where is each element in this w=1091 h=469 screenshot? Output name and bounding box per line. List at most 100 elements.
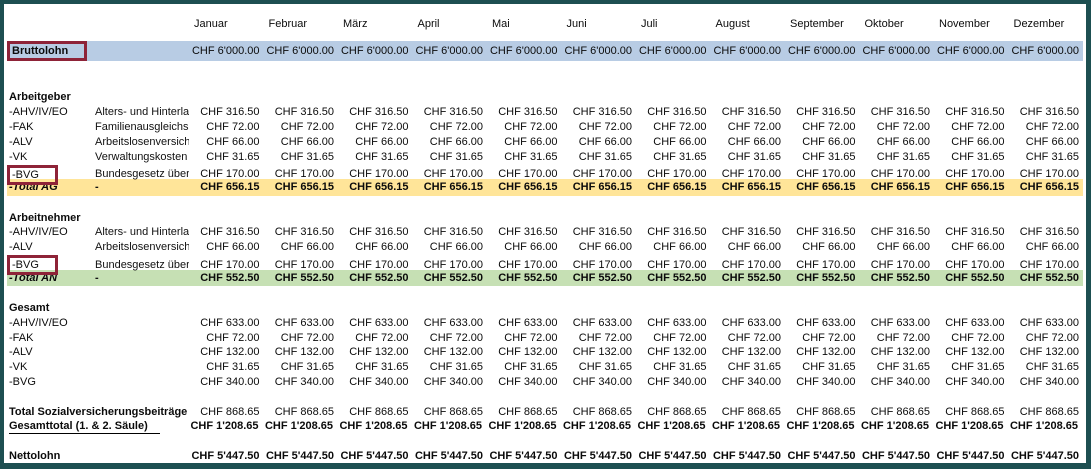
row-label[interactable]: Arbeitgeber <box>7 91 95 104</box>
month-header-8[interactable]: September <box>790 18 844 30</box>
value-cell-total-ag-0[interactable]: CHF 656.15 <box>189 181 264 194</box>
value-cell-an-ahv-iv-eo-8[interactable]: CHF 316.50 <box>785 226 860 239</box>
value-cell-ges-ahv-iv-eo-5[interactable]: CHF 633.00 <box>562 317 637 330</box>
month-header-6[interactable]: Juli <box>641 18 658 30</box>
value-cell-an-alv-5[interactable]: CHF 66.00 <box>562 241 637 254</box>
value-cell-ag-fak-3[interactable]: CHF 72.00 <box>413 121 488 134</box>
value-cell-ges-vk-5[interactable]: CHF 31.65 <box>562 361 637 374</box>
row-label[interactable]: -VK <box>7 361 95 374</box>
value-cell-ag-ahv-iv-eo-11[interactable]: CHF 316.50 <box>1009 106 1084 119</box>
value-cell-ag-vk-9[interactable]: CHF 31.65 <box>860 151 935 164</box>
value-cell-ges-ahv-iv-eo-0[interactable]: CHF 633.00 <box>189 317 264 330</box>
value-cell-nettolohn-7[interactable]: CHF 5'447.50 <box>711 450 786 463</box>
value-cell-ag-alv-7[interactable]: CHF 66.00 <box>711 136 786 149</box>
value-cell-nettolohn-9[interactable]: CHF 5'447.50 <box>860 450 935 463</box>
value-cell-ges-ahv-iv-eo-9[interactable]: CHF 633.00 <box>860 317 935 330</box>
value-cell-gesamttotal-11[interactable]: CHF 1'208.65 <box>1009 420 1084 434</box>
value-cell-ag-bvg-6[interactable]: CHF 170.00 <box>636 168 711 181</box>
value-cell-ges-vk-8[interactable]: CHF 31.65 <box>785 361 860 374</box>
value-cell-ag-ahv-iv-eo-4[interactable]: CHF 316.50 <box>487 106 562 119</box>
row-label[interactable]: Gesamttotal (1. & 2. Säule) <box>7 420 189 435</box>
value-cell-an-alv-2[interactable]: CHF 66.00 <box>338 241 413 254</box>
value-cell-ges-bvg-6[interactable]: CHF 340.00 <box>636 376 711 389</box>
month-header-10[interactable]: November <box>939 18 990 30</box>
value-cell-ges-ahv-iv-eo-6[interactable]: CHF 633.00 <box>636 317 711 330</box>
value-cell-total-ag-1[interactable]: CHF 656.15 <box>264 181 339 194</box>
value-cell-total-an-6[interactable]: CHF 552.50 <box>636 272 711 285</box>
value-cell-ges-alv-5[interactable]: CHF 132.00 <box>562 346 637 359</box>
row-label[interactable]: -AHV/IV/EO <box>7 106 95 119</box>
value-cell-total-sozialversicherungsbeitraege-4[interactable]: CHF 868.65 <box>487 406 562 419</box>
value-cell-ag-ahv-iv-eo-1[interactable]: CHF 316.50 <box>264 106 339 119</box>
value-cell-ges-vk-6[interactable]: CHF 31.65 <box>636 361 711 374</box>
value-cell-ag-vk-0[interactable]: CHF 31.65 <box>189 151 264 164</box>
value-cell-an-bvg-10[interactable]: CHF 170.00 <box>934 259 1009 272</box>
value-cell-ag-ahv-iv-eo-10[interactable]: CHF 316.50 <box>934 106 1009 119</box>
value-cell-ag-vk-1[interactable]: CHF 31.65 <box>264 151 339 164</box>
value-cell-an-bvg-9[interactable]: CHF 170.00 <box>860 259 935 272</box>
value-cell-total-ag-5[interactable]: CHF 656.15 <box>562 181 637 194</box>
value-cell-total-an-1[interactable]: CHF 552.50 <box>264 272 339 285</box>
value-cell-ges-alv-1[interactable]: CHF 132.00 <box>264 346 339 359</box>
value-cell-an-alv-11[interactable]: CHF 66.00 <box>1009 241 1084 254</box>
value-cell-an-ahv-iv-eo-6[interactable]: CHF 316.50 <box>636 226 711 239</box>
value-cell-ag-vk-2[interactable]: CHF 31.65 <box>338 151 413 164</box>
value-cell-ag-fak-8[interactable]: CHF 72.00 <box>785 121 860 134</box>
value-cell-ag-fak-1[interactable]: CHF 72.00 <box>264 121 339 134</box>
value-cell-an-ahv-iv-eo-11[interactable]: CHF 316.50 <box>1009 226 1084 239</box>
value-cell-ges-ahv-iv-eo-8[interactable]: CHF 633.00 <box>785 317 860 330</box>
value-cell-ag-fak-11[interactable]: CHF 72.00 <box>1009 121 1084 134</box>
value-cell-gesamttotal-1[interactable]: CHF 1'208.65 <box>264 420 339 434</box>
value-cell-bruttolohn-9[interactable]: CHF 6'000.00 <box>860 45 935 58</box>
value-cell-ag-fak-6[interactable]: CHF 72.00 <box>636 121 711 134</box>
row-label[interactable]: -BVG <box>7 376 95 389</box>
value-cell-total-sozialversicherungsbeitraege-6[interactable]: CHF 868.65 <box>636 406 711 419</box>
value-cell-an-bvg-7[interactable]: CHF 170.00 <box>711 259 786 272</box>
value-cell-ges-alv-2[interactable]: CHF 132.00 <box>338 346 413 359</box>
value-cell-ag-fak-2[interactable]: CHF 72.00 <box>338 121 413 134</box>
value-cell-nettolohn-3[interactable]: CHF 5'447.50 <box>413 450 488 463</box>
value-cell-ag-fak-5[interactable]: CHF 72.00 <box>562 121 637 134</box>
value-cell-total-ag-11[interactable]: CHF 656.15 <box>1009 181 1084 194</box>
value-cell-gesamttotal-0[interactable]: CHF 1'208.65 <box>189 420 264 434</box>
value-cell-gesamttotal-3[interactable]: CHF 1'208.65 <box>413 420 488 434</box>
row-label[interactable]: -ALV <box>7 241 95 254</box>
value-cell-ges-alv-8[interactable]: CHF 132.00 <box>785 346 860 359</box>
value-cell-an-alv-3[interactable]: CHF 66.00 <box>413 241 488 254</box>
value-cell-ag-alv-3[interactable]: CHF 66.00 <box>413 136 488 149</box>
value-cell-an-bvg-3[interactable]: CHF 170.00 <box>413 259 488 272</box>
value-cell-bruttolohn-7[interactable]: CHF 6'000.00 <box>711 45 786 58</box>
value-cell-ag-alv-1[interactable]: CHF 66.00 <box>264 136 339 149</box>
value-cell-ag-alv-2[interactable]: CHF 66.00 <box>338 136 413 149</box>
value-cell-ag-bvg-5[interactable]: CHF 170.00 <box>562 168 637 181</box>
value-cell-ag-alv-6[interactable]: CHF 66.00 <box>636 136 711 149</box>
value-cell-ges-vk-1[interactable]: CHF 31.65 <box>264 361 339 374</box>
value-cell-ges-bvg-9[interactable]: CHF 340.00 <box>860 376 935 389</box>
value-cell-ag-ahv-iv-eo-9[interactable]: CHF 316.50 <box>860 106 935 119</box>
value-cell-ges-fak-0[interactable]: CHF 72.00 <box>189 332 264 345</box>
value-cell-gesamttotal-2[interactable]: CHF 1'208.65 <box>338 420 413 434</box>
value-cell-ges-ahv-iv-eo-10[interactable]: CHF 633.00 <box>934 317 1009 330</box>
value-cell-gesamttotal-8[interactable]: CHF 1'208.65 <box>785 420 860 434</box>
value-cell-total-ag-9[interactable]: CHF 656.15 <box>860 181 935 194</box>
value-cell-ges-ahv-iv-eo-11[interactable]: CHF 633.00 <box>1009 317 1084 330</box>
value-cell-ag-bvg-11[interactable]: CHF 170.00 <box>1009 168 1084 181</box>
value-cell-ag-bvg-8[interactable]: CHF 170.00 <box>785 168 860 181</box>
value-cell-ag-fak-4[interactable]: CHF 72.00 <box>487 121 562 134</box>
value-cell-an-bvg-5[interactable]: CHF 170.00 <box>562 259 637 272</box>
value-cell-ges-alv-9[interactable]: CHF 132.00 <box>860 346 935 359</box>
value-cell-ges-vk-9[interactable]: CHF 31.65 <box>860 361 935 374</box>
value-cell-ag-bvg-4[interactable]: CHF 170.00 <box>487 168 562 181</box>
month-header-7[interactable]: August <box>715 18 750 30</box>
value-cell-bruttolohn-5[interactable]: CHF 6'000.00 <box>562 45 637 58</box>
value-cell-an-ahv-iv-eo-9[interactable]: CHF 316.50 <box>860 226 935 239</box>
value-cell-ges-ahv-iv-eo-2[interactable]: CHF 633.00 <box>338 317 413 330</box>
row-label[interactable]: -FAK <box>7 121 95 134</box>
value-cell-bruttolohn-3[interactable]: CHF 6'000.00 <box>413 45 488 58</box>
value-cell-an-ahv-iv-eo-0[interactable]: CHF 316.50 <box>189 226 264 239</box>
value-cell-bruttolohn-4[interactable]: CHF 6'000.00 <box>487 45 562 58</box>
value-cell-ag-vk-3[interactable]: CHF 31.65 <box>413 151 488 164</box>
value-cell-total-an-0[interactable]: CHF 552.50 <box>189 272 264 285</box>
value-cell-total-sozialversicherungsbeitraege-5[interactable]: CHF 868.65 <box>562 406 637 419</box>
value-cell-ges-alv-7[interactable]: CHF 132.00 <box>711 346 786 359</box>
